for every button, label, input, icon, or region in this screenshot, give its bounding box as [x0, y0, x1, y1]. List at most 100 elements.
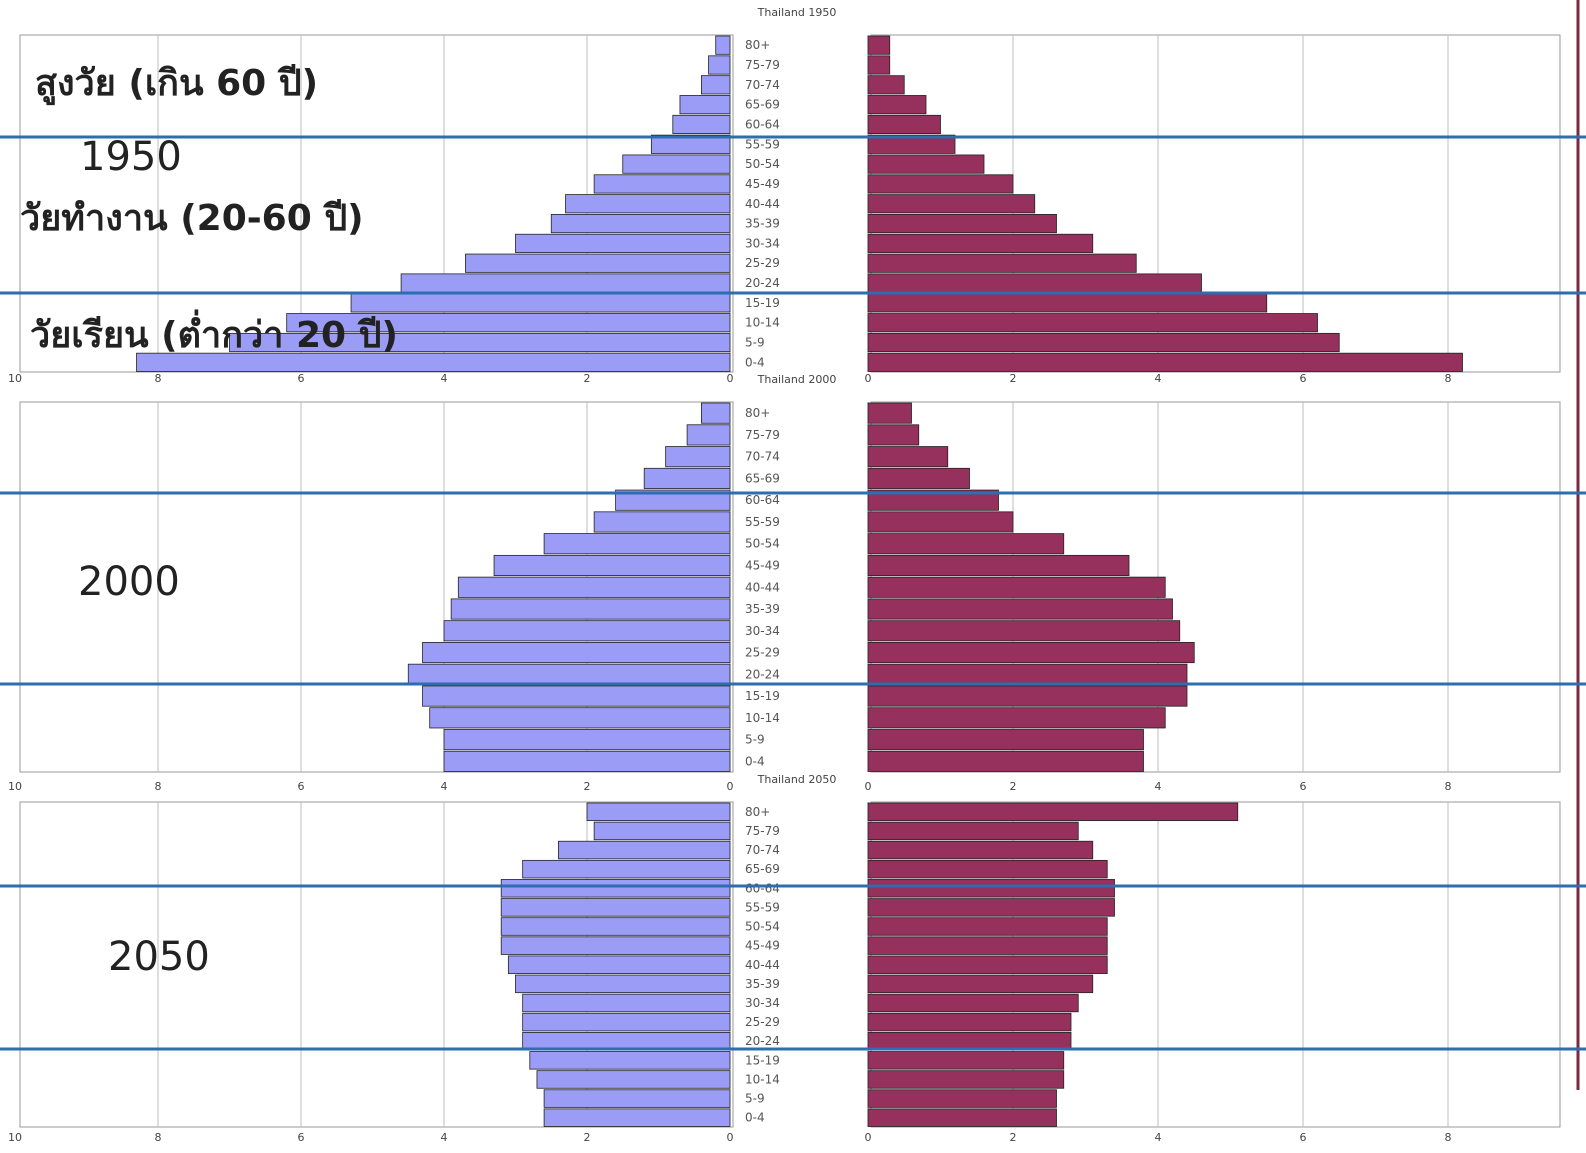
panel-1950: Thailand 1950 80+ 75-79 70-74 65-69 60-64 55-5… [8, 6, 1561, 385]
left-plot-frame [19, 401, 734, 773]
right-bar-65-69 [867, 95, 927, 115]
right-bar-50-54 [867, 917, 1108, 936]
right-bar-75-79 [867, 424, 920, 446]
right-tick-label: 6 [1300, 372, 1307, 385]
left-tick-label: 0 [727, 1131, 734, 1144]
age-label: 10-14 [745, 711, 780, 725]
right-bar-80+ [867, 402, 912, 424]
left-bar-80+ [701, 402, 731, 424]
right-bar-55-59 [867, 898, 1115, 917]
right-bar-10-14 [867, 313, 1318, 333]
right-bar-20-24 [867, 1032, 1072, 1051]
age-label: 0-4 [745, 355, 765, 369]
right-tick-label: 2 [1010, 780, 1017, 793]
age-label: 50-54 [745, 157, 780, 171]
right-bar-15-19 [867, 1051, 1065, 1070]
left-tick-label: 8 [155, 1131, 162, 1144]
age-label: 65-69 [745, 471, 780, 485]
right-tick-label: 6 [1300, 1131, 1307, 1144]
left-bar-15-19 [529, 1051, 731, 1070]
left-bar-40-44 [507, 955, 731, 974]
left-bar-70-74 [665, 446, 731, 468]
left-tick-label: 4 [441, 372, 448, 385]
left-bar-60-64 [672, 114, 731, 135]
year-label-1950: 1950 [80, 134, 182, 180]
right-bar-20-24 [867, 663, 1188, 685]
left-bar-35-39 [550, 214, 731, 234]
age-label: 25-29 [745, 646, 780, 660]
right-bar-10-14 [867, 1070, 1065, 1089]
left-tick-label: 8 [155, 780, 162, 793]
left-bar-45-49 [500, 936, 731, 955]
right-bar-70-74 [867, 840, 1094, 860]
age-label: 35-39 [745, 977, 780, 991]
left-tick-label: 2 [584, 1131, 591, 1144]
right-bar-50-54 [867, 154, 985, 174]
left-bar-70-74 [558, 840, 731, 860]
left-bar-50-54 [543, 533, 731, 555]
age-label: 10-14 [745, 1072, 780, 1086]
right-bar-5-9 [867, 1089, 1057, 1108]
age-label: 55-59 [745, 137, 780, 151]
right-bar-75-79 [867, 55, 891, 75]
panel-title: Thailand 2000 [757, 373, 837, 386]
right-bar-80+ [867, 35, 891, 55]
right-bar-80+ [867, 802, 1239, 822]
group-label-school-age: วัยเรียน (ต่ำกว่า 20 ปี) [30, 309, 398, 356]
left-bar-65-69 [522, 859, 731, 879]
age-label: 55-59 [745, 515, 780, 529]
age-label: 35-39 [745, 217, 780, 231]
left-bar-40-44 [565, 194, 731, 214]
left-bar-55-59 [593, 511, 731, 533]
right-bar-0-4 [867, 1108, 1057, 1127]
age-label: 20-24 [745, 667, 780, 681]
left-bar-60-64 [500, 879, 731, 898]
left-bar-0-4 [443, 750, 731, 772]
left-bar-25-29 [465, 253, 731, 273]
left-plot-frame [19, 801, 734, 1128]
left-bar-5-9 [443, 729, 731, 751]
left-tick-label: 2 [584, 780, 591, 793]
left-bar-35-39 [515, 974, 731, 994]
right-bar-25-29 [867, 1012, 1072, 1032]
age-label: 15-19 [745, 689, 780, 703]
left-bar-80+ [586, 802, 731, 822]
left-bar-75-79 [708, 55, 731, 75]
age-label: 75-79 [745, 824, 780, 838]
left-bar-20-24 [522, 1032, 731, 1051]
age-label: 15-19 [745, 296, 780, 310]
left-bar-5-9 [543, 1089, 731, 1108]
pyramid-panels: Thailand 1950 80+ 75-79 70-74 65-69 60-64 55-5… [8, 0, 1580, 1144]
left-bar-75-79 [593, 821, 731, 841]
age-label: 55-59 [745, 900, 780, 914]
age-label: 30-34 [745, 996, 780, 1010]
left-bar-0-4 [136, 352, 731, 372]
left-bar-40-44 [457, 576, 731, 598]
left-tick-label: 10 [8, 372, 22, 385]
left-tick-label: 6 [298, 780, 305, 793]
age-label: 75-79 [745, 58, 780, 72]
right-tick-label: 4 [1155, 1131, 1162, 1144]
left-tick-label: 10 [8, 1131, 22, 1144]
left-bar-35-39 [450, 598, 731, 620]
panel-title: Thailand 1950 [757, 6, 837, 19]
left-tick-label: 8 [155, 372, 162, 385]
age-label: 5-9 [745, 733, 765, 747]
left-bar-30-34 [515, 233, 731, 253]
group-label-working-age: วัยทำงาน (20-60 ปี) [20, 198, 364, 239]
left-tick-label: 4 [441, 780, 448, 793]
right-bar-60-64 [867, 114, 941, 135]
left-bar-30-34 [443, 620, 731, 642]
right-tick-label: 8 [1445, 780, 1452, 793]
right-bar-25-29 [867, 253, 1137, 273]
right-tick-label: 8 [1445, 1131, 1452, 1144]
left-bar-45-49 [593, 174, 731, 194]
age-label: 40-44 [745, 197, 780, 211]
right-bar-40-44 [867, 576, 1166, 598]
right-tick-label: 2 [1010, 1131, 1017, 1144]
right-tick-label: 6 [1300, 780, 1307, 793]
right-bar-55-59 [867, 511, 1014, 533]
age-label: 65-69 [745, 98, 780, 112]
right-tick-label: 0 [865, 780, 872, 793]
